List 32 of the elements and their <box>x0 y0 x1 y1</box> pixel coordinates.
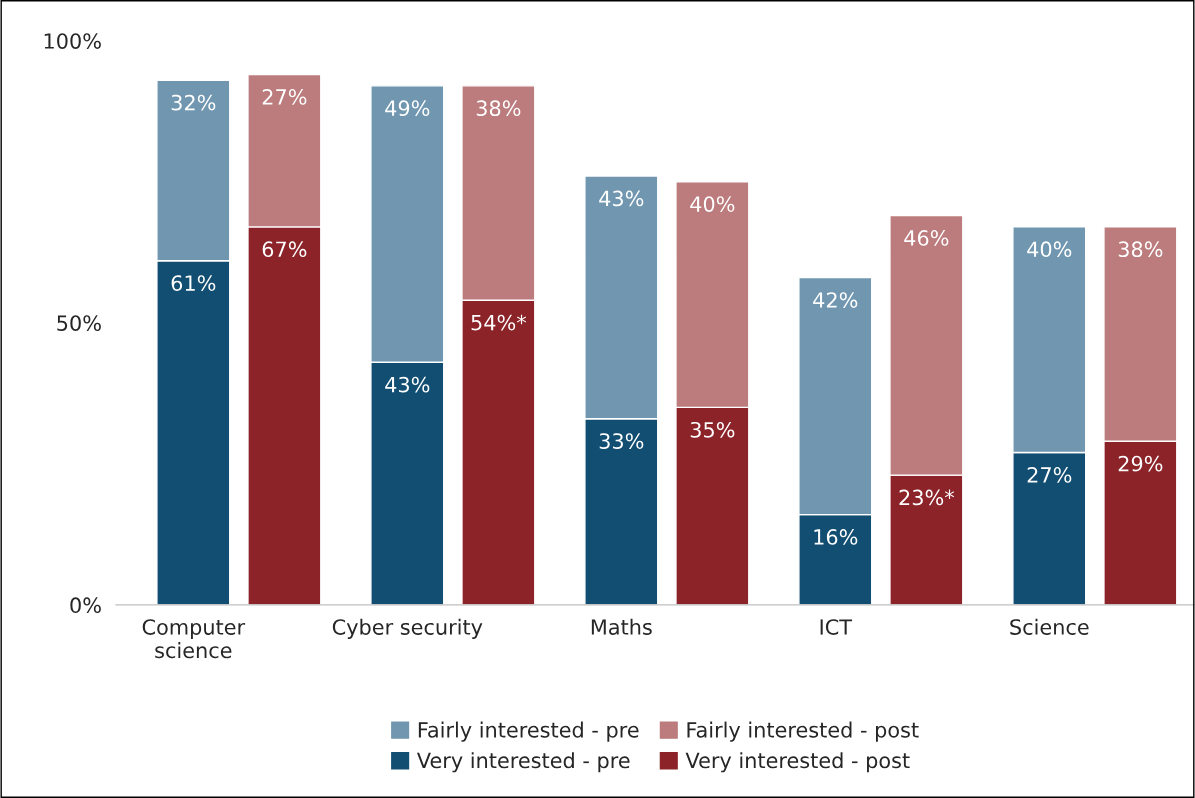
x-tick-label: Computer science <box>142 619 246 659</box>
x-tick-label: ICT <box>820 619 853 635</box>
data-label: 61% <box>171 275 216 291</box>
data-label: 49% <box>385 100 430 117</box>
data-label: 27% <box>262 89 307 105</box>
x-tick-label: Science <box>1010 618 1089 635</box>
legend-label: Very interested - pre <box>416 752 630 773</box>
legend-label: Fairly interested - pre <box>418 721 639 742</box>
x-tick-label: Maths <box>591 618 652 635</box>
y-tick-label: 50% <box>57 315 101 331</box>
data-label: 23%* <box>899 489 955 506</box>
x-tick-label: Cyber security <box>332 618 483 639</box>
data-label: 32% <box>171 94 216 111</box>
data-label: 38% <box>476 100 521 117</box>
data-label: 40% <box>1027 241 1072 258</box>
y-tick-label: 0% <box>70 597 101 614</box>
data-label: 16% <box>814 529 858 545</box>
data-label: 46% <box>904 230 949 246</box>
y-tick-label: 100% <box>44 33 101 49</box>
data-label: 38% <box>1118 241 1163 258</box>
data-label: 54%* <box>471 314 527 331</box>
data-label: 27% <box>1027 467 1072 483</box>
data-label: 35% <box>690 421 735 438</box>
data-label: 67% <box>262 241 307 258</box>
data-label: 33% <box>599 433 644 449</box>
legend-label: Fairly interested - post <box>687 721 919 742</box>
data-label: 42% <box>813 292 858 308</box>
legend-label: Very interested - post <box>685 752 910 773</box>
data-label: 29% <box>1118 455 1163 472</box>
data-label: 43% <box>385 376 430 393</box>
data-label: 40% <box>690 196 735 212</box>
data-label: 43% <box>599 190 644 207</box>
